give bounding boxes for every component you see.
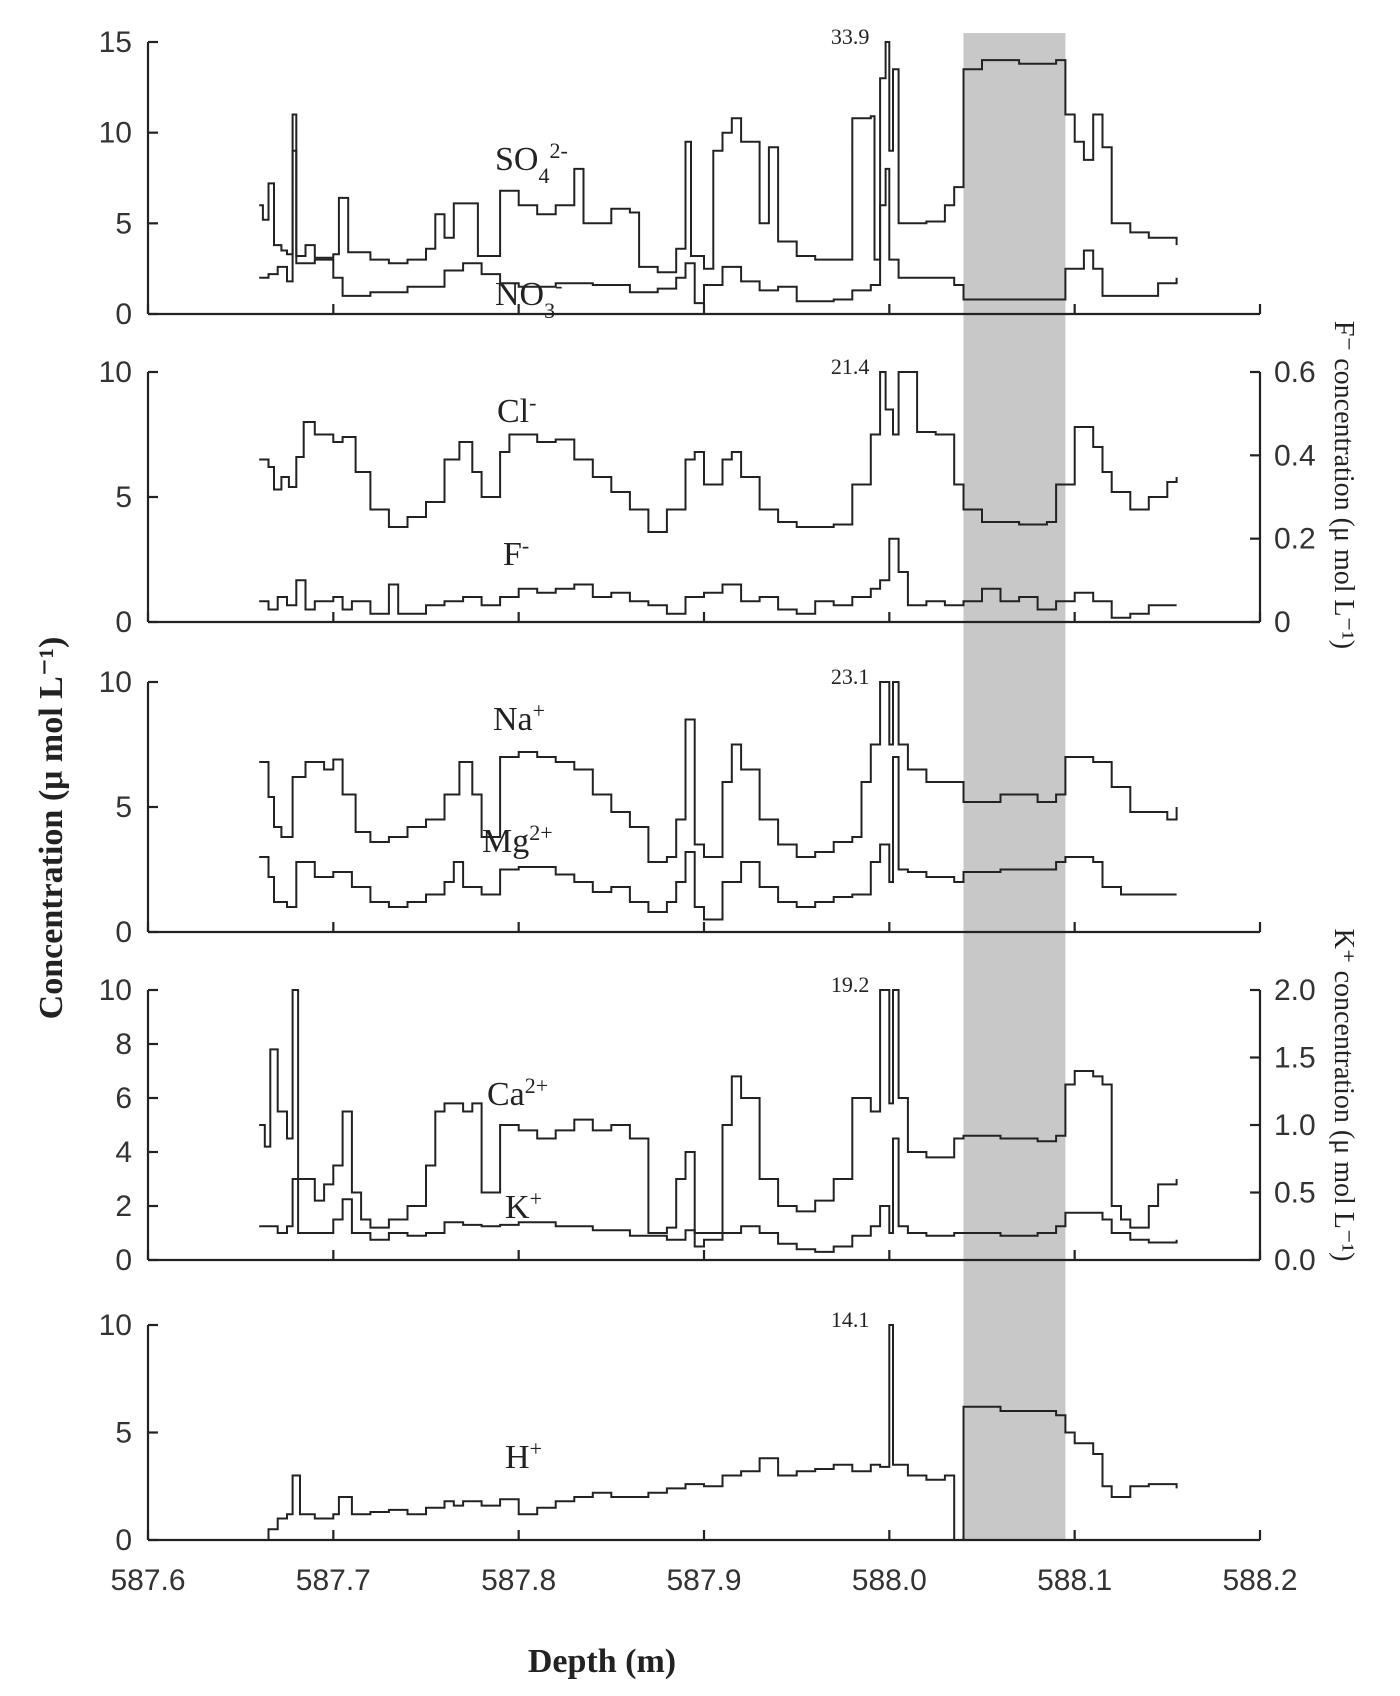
x-tick-label: 587.6 [110, 1564, 185, 1597]
y-tick-label: 6 [115, 1082, 132, 1115]
y-tick-label: 0 [115, 298, 132, 331]
y-tick-label: 2 [115, 1190, 132, 1223]
y-tick-label: 10 [99, 117, 132, 150]
peak-value-label: 14.1 [831, 1307, 870, 1332]
series-line [259, 1324, 1178, 1541]
right-tick-label: 0.4 [1274, 439, 1316, 472]
right-tick-label: 0.6 [1274, 356, 1316, 389]
right-tick-label: 1.0 [1274, 1109, 1316, 1142]
label-mg: Mg2+ [482, 820, 553, 861]
label-f: F- [503, 533, 529, 574]
x-tick-label: 588.0 [852, 1564, 927, 1597]
label-na: Na+ [493, 698, 545, 739]
right-tick-label: 0.2 [1274, 523, 1316, 556]
panel-p3: 0 5 10 23.1 [99, 664, 1262, 949]
panel-p4: 0 2 4 6 8 10 0.0 0.5 1.0 1.5 2.0 19.2 [99, 972, 1316, 1277]
x-tick-labels: 587.6 587.7 587.8 587.9 588.0 588.1 588.2 [110, 1564, 1297, 1597]
label-cl: Cl- [497, 390, 536, 431]
series-line [259, 756, 1177, 921]
peak-value-label: 23.1 [831, 664, 870, 689]
panel-p1: 0 5 10 15 33.9 [99, 24, 1262, 331]
panels-layer: 0 5 10 15 33.9 0 5 10 0 0.2 0.4 0.6 21.4 0 5 10 23.1 0 2 4 6… [99, 24, 1316, 1597]
right-tick-label: 0.5 [1274, 1177, 1316, 1210]
y-tick-label: 10 [99, 974, 132, 1007]
label-k: K+ [505, 1186, 542, 1227]
panel-p5: 0 5 10 14.1 [99, 1307, 1262, 1557]
x-tick-label: 588.1 [1037, 1564, 1112, 1597]
series-line [259, 371, 1178, 533]
y-tick-label: 0 [115, 606, 132, 639]
y-axis-title-right-f: F⁻ concentration (μ mol L⁻¹) [1328, 321, 1359, 649]
x-tick-label: 587.9 [666, 1564, 741, 1597]
shaded-band-layer [963, 33, 1066, 1540]
peak-value-label: 19.2 [831, 972, 870, 997]
series-line [259, 1137, 1178, 1253]
series-line [259, 41, 1178, 274]
y-tick-label: 4 [115, 1136, 132, 1169]
y-tick-label: 10 [99, 666, 132, 699]
label-ca: Ca2+ [487, 1073, 548, 1114]
y-tick-label: 10 [99, 1309, 132, 1342]
y-tick-label: 0 [115, 1244, 132, 1277]
y-tick-label: 15 [99, 26, 132, 59]
right-tick-label: 2.0 [1274, 974, 1316, 1007]
panel-p2: 0 5 10 0 0.2 0.4 0.6 21.4 [99, 354, 1316, 639]
y-axis-title-right-k: K⁺ concentration (μ mol L⁻¹) [1328, 929, 1359, 1262]
x-tick-label: 587.7 [296, 1564, 371, 1597]
species-labels: SO42- NO3- Cl- F- Na+ Mg2+ Ca2+ K+ H+ [482, 138, 568, 1477]
peak-value-label: 33.9 [831, 24, 870, 49]
right-tick-label: 0.0 [1274, 1244, 1316, 1277]
peak-value-label: 21.4 [831, 354, 870, 379]
label-h: H+ [505, 1436, 542, 1477]
y-tick-label: 5 [115, 481, 132, 514]
y-tick-label: 8 [115, 1028, 132, 1061]
series-line [259, 681, 1178, 863]
x-axis-title: Depth (m) [528, 1643, 676, 1680]
y-tick-label: 0 [115, 916, 132, 949]
shaded-band [963, 33, 1066, 1540]
right-tick-label: 1.5 [1274, 1042, 1316, 1075]
series-line [259, 989, 1178, 1234]
series-line [259, 149, 1178, 305]
y-tick-label: 0 [115, 1524, 132, 1557]
y-tick-label: 5 [115, 791, 132, 824]
x-tick-label: 588.2 [1222, 1564, 1297, 1597]
y-tick-label: 10 [99, 356, 132, 389]
y-axis-title-left: Concentration (μ mol L⁻¹) [33, 637, 70, 1020]
label-so4: SO42- [495, 138, 568, 188]
x-tick-label: 587.8 [481, 1564, 556, 1597]
y-tick-label: 5 [115, 207, 132, 240]
y-tick-label: 5 [115, 1417, 132, 1450]
right-tick-label: 0 [1274, 606, 1291, 639]
series-line [259, 537, 1177, 619]
